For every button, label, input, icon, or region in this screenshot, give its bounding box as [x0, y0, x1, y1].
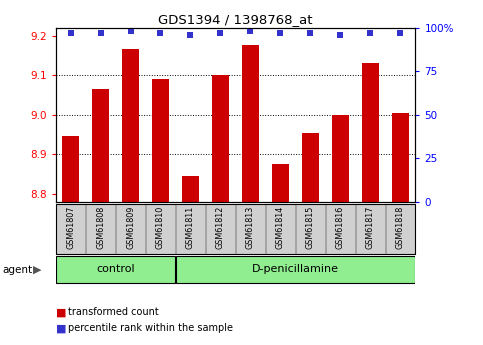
FancyBboxPatch shape — [176, 256, 415, 283]
Bar — [212, 75, 229, 202]
Text: GSM61816: GSM61816 — [336, 206, 345, 249]
Text: ■: ■ — [56, 307, 66, 317]
Bar — [385, 204, 415, 254]
Bar — [362, 63, 379, 202]
Bar — [62, 137, 79, 202]
Bar — [92, 89, 109, 202]
Text: GSM61809: GSM61809 — [126, 206, 135, 249]
Bar — [176, 204, 205, 254]
FancyBboxPatch shape — [56, 256, 175, 283]
Text: GSM61808: GSM61808 — [96, 206, 105, 249]
Point — [127, 28, 134, 34]
Title: GDS1394 / 1398768_at: GDS1394 / 1398768_at — [158, 13, 313, 27]
Point — [397, 30, 404, 36]
Point — [307, 30, 314, 36]
Bar — [302, 132, 319, 202]
Point — [67, 30, 74, 36]
Bar — [242, 46, 259, 202]
Text: GSM61811: GSM61811 — [186, 206, 195, 249]
Bar — [206, 204, 235, 254]
Point — [156, 30, 164, 36]
Point — [247, 28, 255, 34]
Bar — [392, 113, 409, 202]
Text: GSM61818: GSM61818 — [396, 206, 405, 249]
Text: GSM61812: GSM61812 — [216, 206, 225, 249]
Text: GSM61814: GSM61814 — [276, 206, 285, 249]
Point — [337, 32, 344, 37]
Text: D-penicillamine: D-penicillamine — [252, 265, 339, 274]
Bar — [236, 204, 265, 254]
Text: GSM61810: GSM61810 — [156, 206, 165, 249]
Text: GSM61807: GSM61807 — [66, 206, 75, 249]
Bar — [182, 176, 199, 202]
Bar — [272, 164, 289, 202]
Bar — [326, 204, 355, 254]
Point — [97, 30, 104, 36]
Bar — [296, 204, 325, 254]
Text: ■: ■ — [56, 324, 66, 333]
Text: GSM61813: GSM61813 — [246, 206, 255, 249]
Bar — [332, 115, 349, 202]
Bar — [85, 204, 115, 254]
Text: ▶: ▶ — [33, 265, 42, 275]
Text: percentile rank within the sample: percentile rank within the sample — [68, 324, 233, 333]
Bar — [152, 79, 169, 202]
Bar — [266, 204, 295, 254]
Bar — [355, 204, 385, 254]
Text: agent: agent — [2, 265, 32, 275]
Text: transformed count: transformed count — [68, 307, 158, 317]
Point — [186, 32, 194, 37]
Bar — [146, 204, 175, 254]
Bar — [115, 204, 145, 254]
Text: GSM61815: GSM61815 — [306, 206, 315, 249]
Point — [367, 30, 374, 36]
Bar — [122, 49, 139, 202]
Text: control: control — [96, 265, 135, 274]
Bar — [56, 204, 85, 254]
Point — [216, 30, 224, 36]
Point — [277, 30, 284, 36]
Text: GSM61817: GSM61817 — [366, 206, 375, 249]
